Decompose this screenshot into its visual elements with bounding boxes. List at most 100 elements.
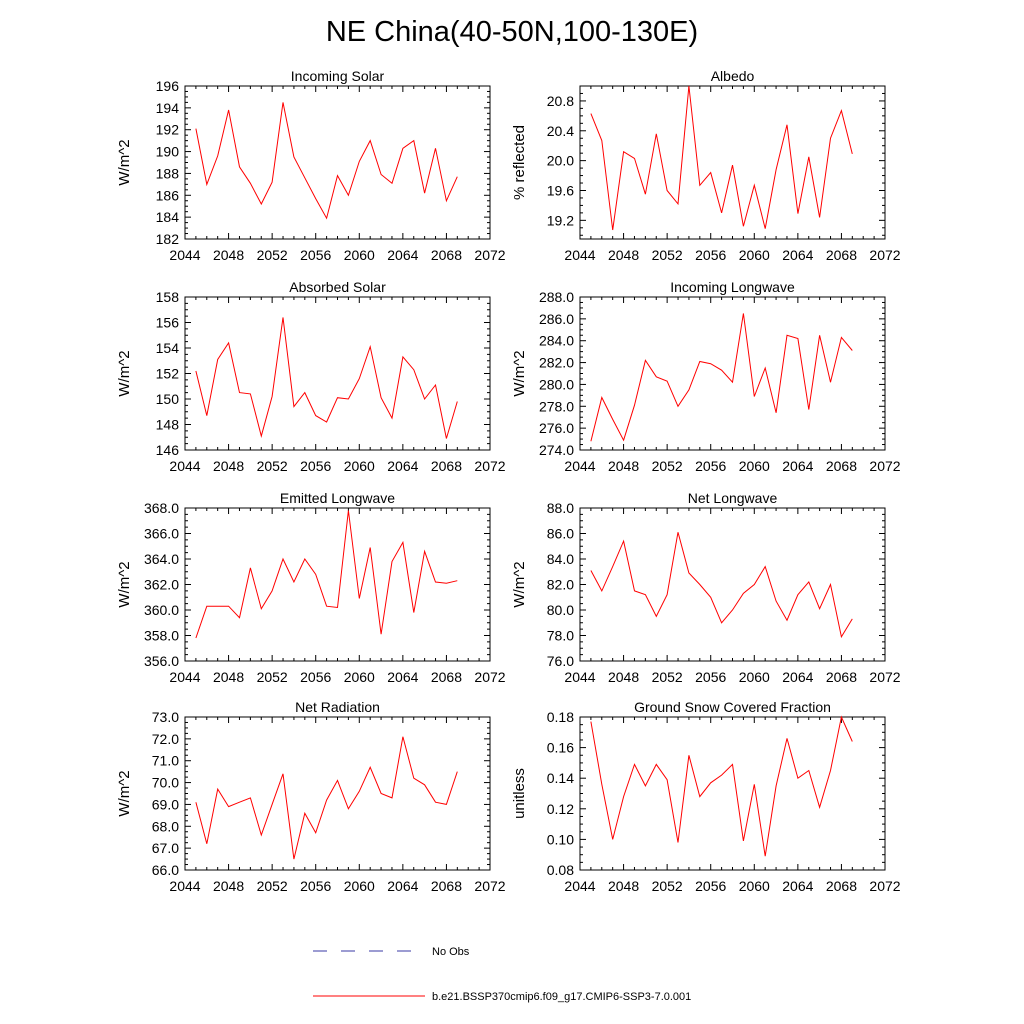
plot-frame [579,85,886,240]
y-tick-label: 284.0 [539,333,574,349]
y-tick-label: 190 [156,144,180,160]
y-tick-label: 86.0 [547,526,574,542]
y-tick-label: 0.16 [547,740,574,756]
y-tick-label: 0.08 [547,862,574,878]
x-tick-label: 2044 [169,878,200,894]
x-tick-label: 2072 [474,247,505,263]
plot-frame [579,296,886,451]
x-tick-label: 2044 [564,458,595,474]
x-tick-label: 2072 [474,458,505,474]
y-tick-label: 0.12 [547,801,574,817]
y-tick-label: 20.0 [547,153,574,169]
y-axis-label: W/m^2 [116,139,133,185]
x-tick-label: 2072 [869,458,900,474]
y-tick-label: 276.0 [539,420,574,436]
x-tick-label: 2072 [474,878,505,894]
x-tick-label: 2068 [431,669,462,685]
y-tick-label: 278.0 [539,398,574,414]
x-tick-label: 2056 [300,247,331,263]
y-tick-label: 156 [156,315,180,331]
panel-0: Incoming Solar W/m^2 2044 2048 2052 2056 2060 2… [116,68,506,263]
y-tick-label: 366.0 [144,526,179,542]
x-tick-label: 2048 [213,247,244,263]
y-tick-label: 0.10 [547,831,574,847]
x-tick-label: 2064 [387,878,418,894]
x-tick-label: 2056 [300,669,331,685]
panel-title: Ground Snow Covered Fraction [634,699,831,715]
x-tick-label: 2064 [387,669,418,685]
plot-frame [579,716,886,871]
y-tick-label: 364.0 [144,551,179,567]
x-tick-label: 2068 [431,247,462,263]
legend: No Obs b.e21.BSSP370cmip6.f09_g17.CMIP6-… [313,946,691,1003]
x-tick-label: 2052 [257,878,288,894]
chart-panels: Incoming Solar W/m^2 2044 2048 2052 2056 2060 2… [116,68,901,894]
x-tick-label: 2048 [608,458,639,474]
x-tick-label: 2048 [608,247,639,263]
x-tick-label: 2052 [257,669,288,685]
x-tick-label: 2068 [431,878,462,894]
panel-3: Incoming Longwave W/m^2 2044 2048 2052 2056 20… [511,279,901,474]
series-line-0 [590,532,853,639]
x-tick-label: 2068 [826,458,857,474]
x-tick-label: 2060 [344,669,375,685]
x-tick-label: 2044 [169,669,200,685]
x-tick-label: 2052 [652,878,683,894]
y-axis-label: W/m^2 [116,770,133,816]
x-tick-label: 2052 [257,458,288,474]
y-tick-label: 188 [156,165,180,181]
y-tick-label: 19.2 [547,212,574,228]
y-tick-label: 88.0 [547,500,574,516]
x-tick-label: 2052 [257,247,288,263]
y-tick-label: 360.0 [144,602,179,618]
x-tick-label: 2056 [695,458,726,474]
y-tick-label: 20.4 [547,123,574,139]
y-tick-label: 0.18 [547,709,574,725]
x-tick-label: 2068 [826,247,857,263]
y-tick-label: 286.0 [539,311,574,327]
y-axis-label: W/m^2 [116,350,133,396]
y-tick-label: 182 [156,231,180,247]
y-tick-label: 158 [156,289,180,305]
y-tick-label: 196 [156,78,180,94]
y-tick-label: 356.0 [144,653,179,669]
x-tick-label: 2048 [213,669,244,685]
y-tick-label: 150 [156,391,180,407]
y-tick-label: 70.0 [152,775,179,791]
plot-frame [184,85,491,240]
x-tick-label: 2056 [695,878,726,894]
y-tick-label: 288.0 [539,289,574,305]
series-line-0 [195,736,458,860]
x-tick-label: 2044 [564,669,595,685]
y-tick-label: 0.14 [547,770,574,786]
x-tick-label: 2056 [695,669,726,685]
panel-title: Albedo [711,68,755,84]
y-axis-label: W/m^2 [116,561,133,607]
y-tick-label: 78.0 [547,628,574,644]
x-tick-label: 2068 [431,458,462,474]
plot-frame [579,507,886,662]
series-line-0 [590,85,853,231]
x-tick-label: 2052 [652,458,683,474]
y-tick-label: 84.0 [547,551,574,567]
x-tick-label: 2060 [344,458,375,474]
y-axis-label: W/m^2 [511,561,528,607]
y-tick-label: 280.0 [539,376,574,392]
y-tick-label: 358.0 [144,628,179,644]
x-tick-label: 2048 [213,878,244,894]
panel-7: Ground Snow Covered Fraction unitless 2044… [511,699,901,894]
legend-model-label: b.e21.BSSP370cmip6.f09_g17.CMIP6-SSP3-7.… [432,991,691,1003]
y-tick-label: 73.0 [152,709,179,725]
y-tick-label: 152 [156,366,180,382]
y-axis-label: W/m^2 [511,350,528,396]
panel-title: Incoming Longwave [670,279,795,295]
panel-1: Albedo % reflected 2044 2048 2052 2056 2060 206… [511,68,901,263]
panel-5: Net Longwave W/m^2 2044 2048 2052 2056 2060 206… [511,490,901,685]
y-tick-label: 67.0 [152,840,179,856]
x-tick-label: 2064 [782,458,813,474]
x-tick-label: 2064 [782,247,813,263]
y-tick-label: 69.0 [152,796,179,812]
x-tick-label: 2056 [300,458,331,474]
y-tick-label: 148 [156,417,180,433]
